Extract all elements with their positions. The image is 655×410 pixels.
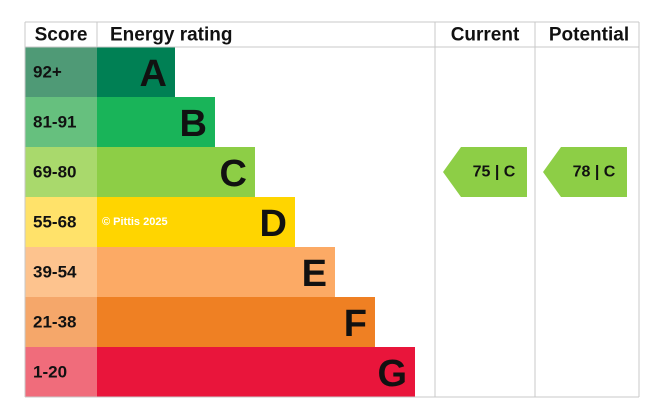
rating-letter: E [302, 253, 327, 295]
score-label: 39-54 [33, 263, 77, 282]
score-label: 55-68 [33, 213, 76, 232]
rating-bar [97, 247, 335, 297]
watermark: © Pittis 2025 [102, 216, 168, 228]
header-current: Current [451, 25, 520, 46]
rating-letter: A [140, 53, 167, 95]
score-cell [25, 197, 97, 247]
potential-label: 78 | C [573, 164, 616, 181]
rating-bar [97, 197, 295, 247]
rating-letter: F [344, 303, 367, 345]
score-label: 1-20 [33, 363, 67, 382]
score-cell [25, 47, 97, 97]
rating-letter: C [220, 153, 247, 195]
score-label: 81-91 [33, 113, 76, 132]
rating-bar [97, 297, 375, 347]
score-cell [25, 247, 97, 297]
rating-bar [97, 97, 215, 147]
rating-bar [97, 47, 175, 97]
score-label: 92+ [33, 63, 62, 82]
score-label: 69-80 [33, 163, 76, 182]
score-cell [25, 97, 97, 147]
header-potential: Potential [549, 25, 629, 46]
score-cell [25, 147, 97, 197]
rating-letter: B [180, 103, 207, 145]
potential-arrow [543, 147, 627, 197]
header-score: Score [35, 25, 88, 46]
current-arrow [443, 147, 527, 197]
score-cell [25, 347, 97, 397]
rating-letter: G [377, 353, 407, 395]
score-cell [25, 297, 97, 347]
rating-bar [97, 347, 415, 397]
rating-bar [97, 147, 255, 197]
header-energy-rating: Energy rating [110, 25, 232, 46]
rating-letter: D [260, 203, 287, 245]
current-label: 75 | C [473, 164, 516, 181]
score-label: 21-38 [33, 313, 76, 332]
